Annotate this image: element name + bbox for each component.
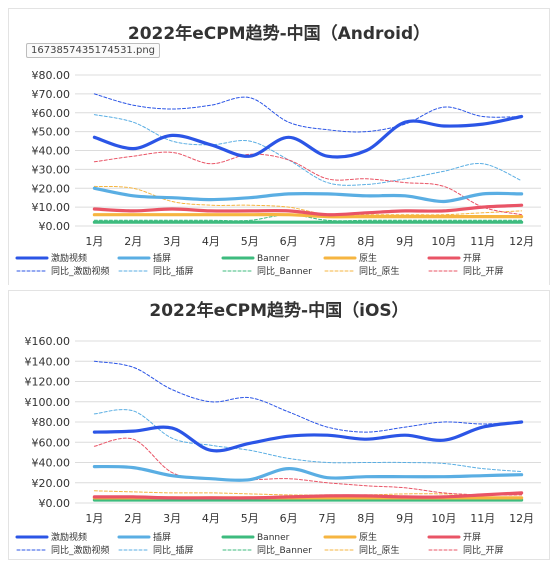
android-x-tick-label: 1月 [85, 235, 103, 248]
android-legend-label-2: Banner [257, 254, 290, 264]
ios-y-tick-label: ¥40.00 [32, 457, 71, 470]
android-series-line-4 [92, 203, 524, 217]
android-series-line-1 [92, 186, 524, 204]
ios-series-line-5 [93, 360, 523, 433]
android-legend-label-3: 原生 [359, 252, 377, 264]
image-filename-tooltip: 1673857435174531.png [26, 43, 161, 58]
ios-chart-title: 2022年eCPM趋势-中国（iOS） [149, 300, 408, 321]
ios-series-line-0 [92, 420, 524, 453]
ios-y-tick-label: ¥60.00 [32, 436, 71, 449]
android-chart-title: 2022年eCPM趋势-中国（Android） [128, 23, 430, 44]
ios-legend-label-2: Banner [257, 533, 290, 543]
android-legend-label-0: 激励视频 [51, 252, 87, 264]
ios-x-tick-label: 6月 [280, 512, 298, 525]
ios-legend-label-8: 同比_原生 [359, 544, 400, 556]
ios-series-line-4 [92, 491, 524, 500]
ios-x-tick-label: 12月 [509, 512, 534, 525]
android-x-tick-label: 8月 [357, 235, 375, 248]
ios-chart-panel: 2022年eCPM趋势-中国（iOS） ¥0.00 ¥20.00 ¥40.00 ¥60.… [8, 290, 550, 560]
android-legend-label-1: 插屏 [153, 252, 171, 264]
ios-x-tick-label: 7月 [318, 512, 336, 525]
android-x-tick-label: 7月 [318, 235, 336, 248]
ios-y-tick-label: ¥0.00 [39, 497, 71, 510]
android-x-tick-label: 9月 [396, 235, 414, 248]
ios-y-tick-label: ¥100.00 [25, 396, 71, 409]
ios-x-tick-label: 9月 [396, 512, 414, 525]
ios-x-tick-label: 2月 [124, 512, 142, 525]
ios-y-tick-label: ¥160.00 [25, 335, 71, 348]
ios-x-tick-label: 10月 [431, 512, 456, 525]
ios-legend-label-9: 同比_开屏 [463, 544, 504, 556]
android-y-tick-label: ¥0.00 [39, 220, 71, 233]
android-y-tick-label: ¥80.00 [32, 69, 71, 82]
ios-y-tick-label: ¥140.00 [25, 355, 71, 368]
android-y-tick-label: ¥10.00 [32, 201, 71, 214]
ios-legend-label-1: 插屏 [153, 531, 171, 543]
ios-x-tick-label: 5月 [241, 512, 259, 525]
android-x-tick-label: 2月 [124, 235, 142, 248]
android-x-tick-label: 5月 [241, 235, 259, 248]
android-legend-label-5: 同比_激励视频 [51, 265, 110, 277]
ios-x-tick-label: 4月 [202, 512, 220, 525]
android-legend-label-4: 开屏 [463, 253, 481, 264]
android-y-tick-label: ¥20.00 [32, 182, 71, 195]
android-legend-label-9: 同比_开屏 [463, 265, 504, 277]
ios-x-tick-label: 8月 [357, 512, 375, 525]
ios-x-tick-label: 3月 [163, 512, 181, 525]
ios-y-tick-label: ¥120.00 [25, 376, 71, 389]
ios-series-line-9 [93, 437, 523, 496]
android-series-line-9 [93, 151, 523, 216]
android-x-tick-label: 6月 [280, 235, 298, 248]
android-x-tick-label: 4月 [202, 235, 220, 248]
android-x-tick-label: 12月 [509, 235, 534, 248]
android-legend-label-6: 同比_插屏 [153, 265, 194, 277]
ios-ecpm-chart: 2022年eCPM趋势-中国（iOS） ¥0.00 ¥20.00 ¥40.00 ¥60.… [15, 300, 541, 556]
android-series-line-6 [93, 114, 523, 186]
android-series-line-0 [92, 114, 524, 159]
android-x-tick-label: 3月 [163, 235, 181, 248]
android-y-tick-label: ¥70.00 [32, 88, 71, 101]
android-series-line-3 [92, 212, 524, 219]
android-ecpm-chart: 2022年eCPM趋势-中国（Android） ¥0.00 ¥10.00 ¥20.00… [15, 23, 541, 277]
android-legend-label-8: 同比_原生 [359, 265, 400, 277]
ios-series-line-6 [93, 409, 523, 473]
android-y-tick-label: ¥30.00 [32, 163, 71, 176]
android-chart-panel: 2022年eCPM趋势-中国（Android） ¥0.00 ¥10.00 ¥20.00… [8, 8, 550, 285]
android-x-tick-label: 10月 [431, 235, 456, 248]
android-series-line-5 [93, 93, 523, 133]
ios-x-tick-label: 11月 [470, 512, 495, 525]
ios-legend-label-4: 开屏 [463, 532, 481, 543]
android-y-tick-label: ¥50.00 [32, 126, 71, 139]
android-x-tick-label: 11月 [470, 235, 495, 248]
android-series-line-8 [93, 185, 523, 216]
ios-series-line-1 [92, 464, 524, 482]
ios-legend-label-5: 同比_激励视频 [51, 544, 110, 556]
ios-legend-label-7: 同比_Banner [257, 544, 312, 556]
ios-legend-label-6: 同比_插屏 [153, 544, 194, 556]
ios-x-tick-label: 1月 [85, 512, 103, 525]
ios-legend-label-0: 激励视频 [51, 531, 87, 543]
android-y-tick-label: ¥60.00 [32, 107, 71, 120]
ios-legend-label-3: 原生 [359, 531, 377, 543]
android-y-tick-label: ¥40.00 [32, 145, 71, 158]
ios-y-tick-label: ¥20.00 [32, 477, 71, 490]
ios-y-tick-label: ¥80.00 [32, 416, 71, 429]
ios-series-line-8 [93, 490, 523, 496]
android-legend-label-7: 同比_Banner [257, 265, 312, 277]
